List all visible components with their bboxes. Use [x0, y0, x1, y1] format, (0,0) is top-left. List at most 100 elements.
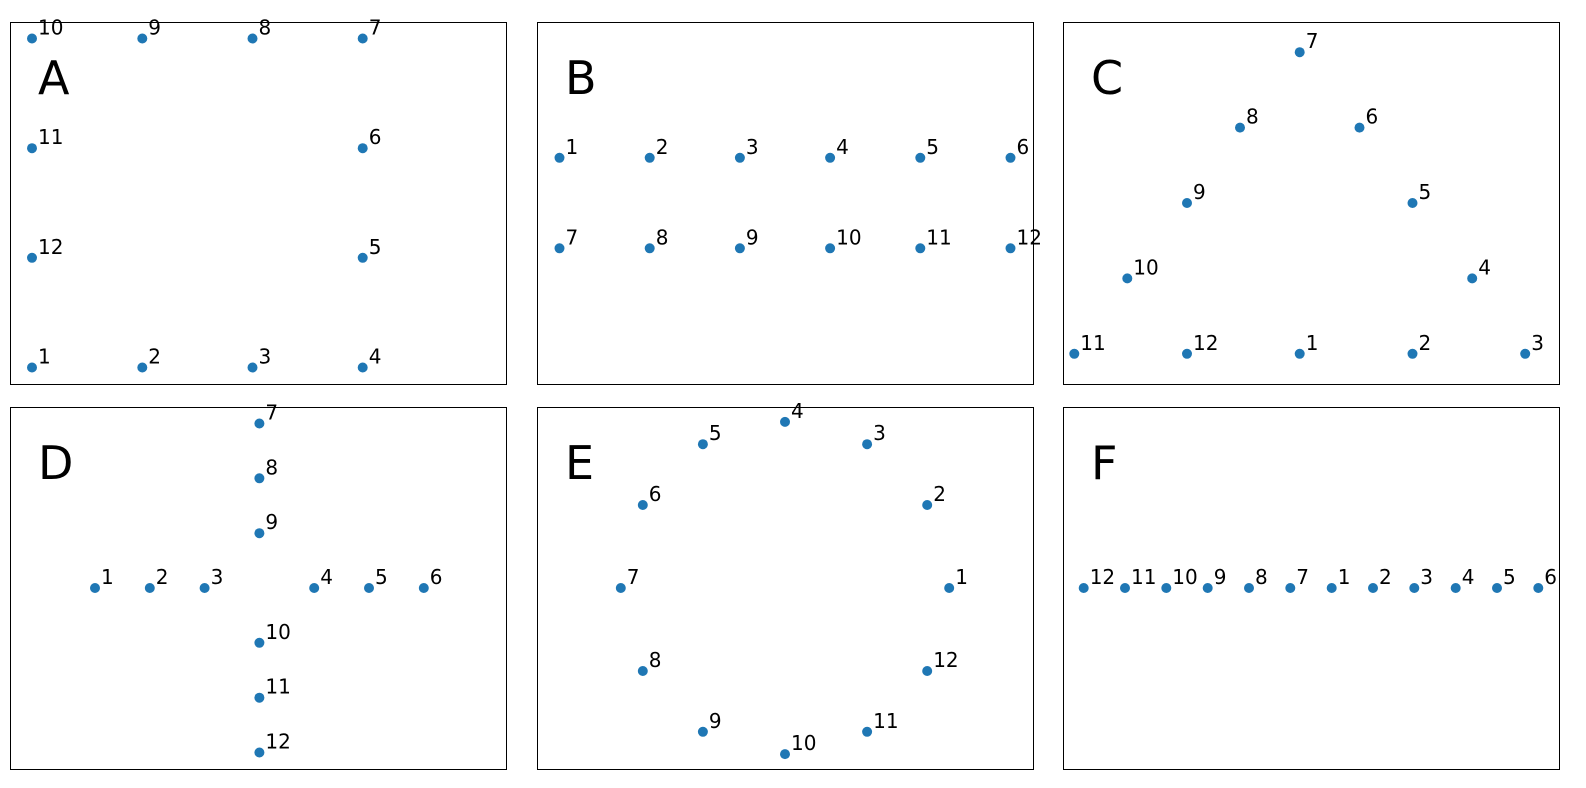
data-point	[254, 528, 265, 539]
point-label: 4	[369, 345, 382, 369]
data-point	[554, 152, 565, 163]
data-point	[1069, 348, 1080, 359]
point-label: 5	[926, 135, 939, 159]
data-point	[27, 252, 37, 263]
data-point	[734, 243, 745, 254]
data-point	[615, 583, 626, 593]
point-label: 4	[1462, 565, 1475, 589]
point-label: 6	[1366, 105, 1379, 129]
data-point	[1409, 583, 1420, 593]
point-label: 2	[1419, 331, 1432, 355]
point-label: 8	[259, 16, 272, 40]
point-label: 9	[265, 510, 278, 534]
data-point	[554, 243, 565, 254]
data-point	[254, 473, 265, 484]
data-point	[137, 33, 148, 44]
point-label: 6	[430, 565, 443, 589]
panel-frame	[537, 407, 1034, 770]
panel-frame	[10, 22, 507, 385]
data-point	[254, 747, 265, 758]
point-label: 12	[1193, 331, 1218, 355]
data-point	[90, 583, 100, 593]
point-label: 8	[656, 225, 669, 249]
point-label: 7	[369, 16, 382, 40]
point-label: 11	[926, 225, 951, 249]
data-point	[1182, 348, 1192, 359]
point-label: 3	[1420, 565, 1433, 589]
data-point	[199, 583, 210, 593]
point-label: 5	[709, 421, 722, 445]
point-label: 7	[1306, 29, 1319, 53]
data-point	[780, 749, 790, 760]
point-label: 2	[148, 345, 161, 369]
data-point	[1005, 243, 1016, 254]
data-point	[944, 583, 955, 593]
data-point	[1235, 122, 1245, 133]
data-point	[418, 583, 429, 593]
data-point	[1407, 348, 1418, 359]
point-label: 8	[265, 455, 278, 479]
data-point	[1078, 583, 1089, 593]
data-point	[644, 152, 655, 163]
data-point	[254, 418, 265, 429]
data-point	[1354, 122, 1365, 133]
panel-b: B1 2 3 4 5 67 8 9 10 11 12	[537, 22, 1042, 385]
data-point	[780, 416, 790, 427]
point-label: 12	[1017, 225, 1042, 249]
point-label: 8	[1255, 565, 1268, 589]
point-label: 6	[1544, 565, 1557, 589]
data-point	[637, 500, 648, 510]
data-point	[915, 152, 926, 163]
data-point	[364, 583, 374, 593]
data-point	[1467, 273, 1478, 284]
point-label: 11	[1080, 331, 1105, 355]
panel-title: A	[38, 51, 70, 105]
data-point	[697, 439, 708, 450]
point-label: 1	[38, 345, 51, 369]
point-label: 2	[933, 482, 946, 506]
data-point	[1407, 198, 1418, 208]
data-point	[697, 726, 708, 737]
point-label: 10	[38, 16, 63, 40]
data-point	[144, 583, 155, 593]
point-label: 7	[566, 225, 579, 249]
panel-title: F	[1091, 436, 1117, 490]
data-point	[254, 692, 265, 703]
panel-f: F12 11 10 9 8 7 1 2 3 4 5 6	[1063, 407, 1560, 770]
data-point	[1326, 583, 1337, 593]
panel-frame	[1063, 407, 1560, 770]
data-point	[862, 726, 873, 737]
data-point	[27, 143, 37, 154]
point-label: 10	[791, 731, 816, 755]
data-point	[1285, 583, 1296, 593]
data-point	[922, 500, 933, 510]
point-label: 11	[265, 675, 290, 699]
data-point	[644, 243, 655, 254]
data-point	[247, 362, 258, 373]
panel-frame	[10, 407, 507, 770]
point-label: 6	[369, 125, 382, 149]
point-label: 1	[1338, 565, 1351, 589]
point-label: 1	[955, 565, 968, 589]
point-label: 7	[627, 565, 640, 589]
data-point	[1120, 583, 1130, 593]
point-label: 3	[259, 345, 272, 369]
point-label: 11	[38, 125, 63, 149]
point-label: 2	[656, 135, 669, 159]
panel-title: B	[565, 51, 597, 105]
data-point	[1533, 583, 1544, 593]
data-point	[357, 33, 368, 44]
data-point	[1005, 152, 1016, 163]
point-label: 4	[320, 565, 333, 589]
data-point	[915, 243, 926, 254]
point-label: 9	[1214, 565, 1227, 589]
panel-title: D	[38, 436, 73, 490]
point-label: 3	[746, 135, 759, 159]
point-label: 12	[1090, 565, 1115, 589]
point-label: 2	[1379, 565, 1392, 589]
point-label: 9	[1193, 180, 1206, 204]
point-label: 3	[1531, 331, 1544, 355]
